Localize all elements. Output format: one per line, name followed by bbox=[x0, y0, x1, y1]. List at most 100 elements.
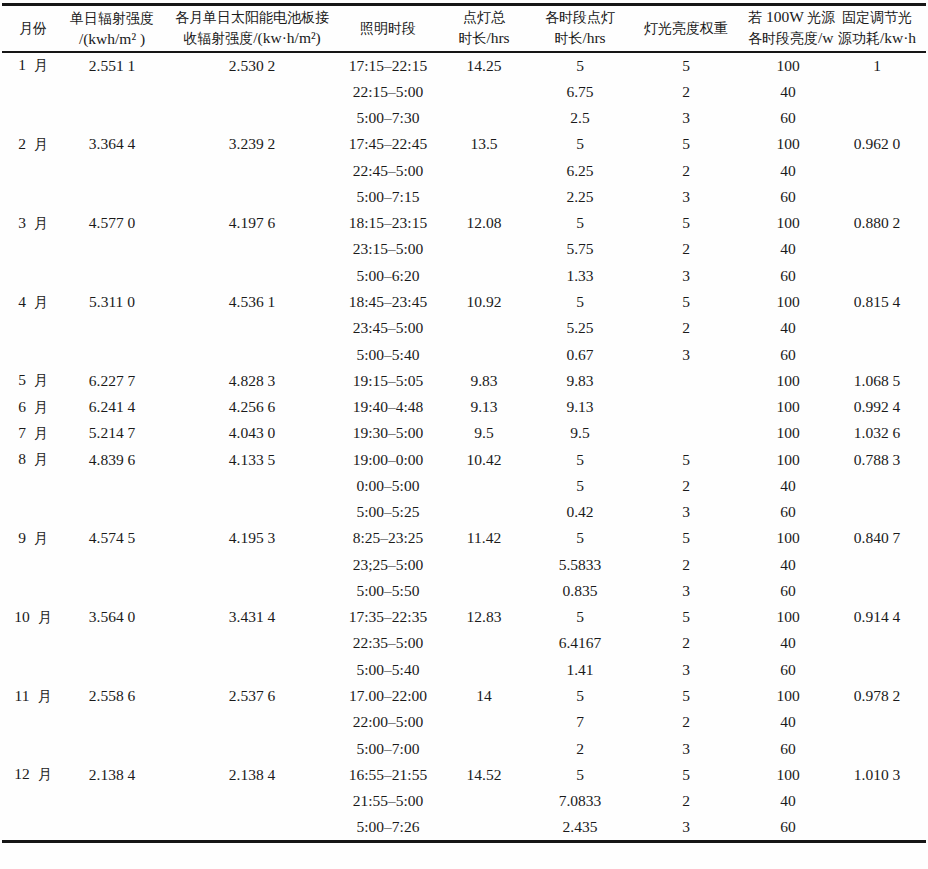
month-cell: 11 月 bbox=[2, 683, 64, 709]
table-row: 22:15–5:006.75240 bbox=[2, 79, 926, 105]
lighting-period-cell: 5:00–5:40 bbox=[344, 657, 432, 683]
month-cell: 2 月 bbox=[2, 131, 64, 157]
brightness-cell: 40 bbox=[748, 158, 828, 184]
power-consumption-cell bbox=[828, 552, 926, 578]
power-consumption-cell: 0.978 2 bbox=[828, 683, 926, 709]
col-header-line: 单日辐射强度 bbox=[64, 8, 160, 29]
daily-radiation-cell bbox=[64, 788, 160, 814]
daily-radiation-cell bbox=[64, 236, 160, 262]
power-consumption-cell bbox=[828, 105, 926, 131]
period-hours-cell: 5.75 bbox=[536, 236, 624, 262]
month-cell: 5 月 bbox=[2, 368, 64, 394]
power-consumption-cell: 1 bbox=[828, 52, 926, 79]
table-row: 5 月6.227 74.828 319:15–5:059.839.831001.… bbox=[2, 368, 926, 394]
power-consumption-cell: 0.962 0 bbox=[828, 131, 926, 157]
lighting-period-cell: 5:00–5:50 bbox=[344, 578, 432, 604]
lighting-period-cell: 19:15–5:05 bbox=[344, 368, 432, 394]
power-consumption-cell bbox=[828, 184, 926, 210]
brightness-weight-cell: 3 bbox=[624, 499, 748, 525]
brightness-cell: 100 bbox=[748, 762, 828, 788]
table-row: 7 月5.214 74.043 019:30–5:009.59.51001.03… bbox=[2, 420, 926, 446]
col-header-line: 收辐射强度/(kw·h/m²) bbox=[160, 28, 344, 49]
power-consumption-cell: 0.815 4 bbox=[828, 289, 926, 315]
col-header-line: 源功耗/kw·h bbox=[828, 28, 926, 49]
header-row: 月份单日辐射强度/(kwh/m² )各月单日太阳能电池板接收辐射强度/(kw·h… bbox=[2, 5, 926, 52]
table-row: 5:00–5:250.42360 bbox=[2, 499, 926, 525]
total-hours-cell bbox=[432, 709, 536, 735]
panel-radiation-cell bbox=[160, 630, 344, 656]
brightness-cell: 60 bbox=[748, 735, 828, 761]
col-header-period-hours: 各时段点灯时长/hrs bbox=[536, 5, 624, 52]
brightness-cell: 40 bbox=[748, 315, 828, 341]
brightness-cell: 40 bbox=[748, 709, 828, 735]
panel-radiation-cell bbox=[160, 158, 344, 184]
brightness-weight-cell: 2 bbox=[624, 630, 748, 656]
period-hours-cell: 5 bbox=[536, 473, 624, 499]
col-header-line: 时长/hrs bbox=[432, 28, 536, 49]
brightness-cell: 100 bbox=[748, 131, 828, 157]
brightness-cell: 100 bbox=[748, 604, 828, 630]
daily-radiation-cell: 6.241 4 bbox=[64, 394, 160, 420]
brightness-cell: 100 bbox=[748, 683, 828, 709]
brightness-weight-cell: 5 bbox=[624, 525, 748, 551]
brightness-weight-cell bbox=[624, 368, 748, 394]
brightness-cell: 100 bbox=[748, 446, 828, 472]
daily-radiation-cell bbox=[64, 79, 160, 105]
lighting-period-cell: 23:15–5:00 bbox=[344, 236, 432, 262]
table-row: 5:00–5:401.41360 bbox=[2, 657, 926, 683]
brightness-weight-cell: 2 bbox=[624, 709, 748, 735]
power-consumption-cell bbox=[828, 473, 926, 499]
brightness-cell: 60 bbox=[748, 499, 828, 525]
brightness-cell: 40 bbox=[748, 79, 828, 105]
month-cell bbox=[2, 79, 64, 105]
lighting-period-cell: 5:00–6:20 bbox=[344, 263, 432, 289]
month-cell: 7 月 bbox=[2, 420, 64, 446]
panel-radiation-cell bbox=[160, 79, 344, 105]
power-consumption-cell: 0.788 3 bbox=[828, 446, 926, 472]
panel-radiation-cell bbox=[160, 184, 344, 210]
col-header-line: 时长/hrs bbox=[536, 28, 624, 49]
lighting-period-cell: 17.00–22:00 bbox=[344, 683, 432, 709]
panel-radiation-cell: 2.537 6 bbox=[160, 683, 344, 709]
col-header-brightness-weight: 灯光亮度权重 bbox=[624, 5, 748, 52]
total-hours-cell: 12.08 bbox=[432, 210, 536, 236]
lighting-period-cell: 5:00–7:00 bbox=[344, 735, 432, 761]
lighting-period-cell: 21:55–5:00 bbox=[344, 788, 432, 814]
period-hours-cell: 6.4167 bbox=[536, 630, 624, 656]
brightness-weight-cell: 5 bbox=[624, 289, 748, 315]
lighting-period-cell: 5:00–7:26 bbox=[344, 814, 432, 842]
period-hours-cell: 2.435 bbox=[536, 814, 624, 842]
lighting-period-cell: 17:15–22:15 bbox=[344, 52, 432, 79]
lighting-period-cell: 16:55–21:55 bbox=[344, 762, 432, 788]
period-hours-cell: 0.67 bbox=[536, 341, 624, 367]
total-hours-cell bbox=[432, 315, 536, 341]
brightness-weight-cell: 5 bbox=[624, 52, 748, 79]
table-row: 5:00–7:002360 bbox=[2, 735, 926, 761]
power-consumption-cell bbox=[828, 499, 926, 525]
month-cell bbox=[2, 657, 64, 683]
lighting-period-cell: 19:40–4:48 bbox=[344, 394, 432, 420]
brightness-weight-cell: 5 bbox=[624, 210, 748, 236]
table-row: 21:55–5:007.0833240 bbox=[2, 788, 926, 814]
daily-radiation-cell bbox=[64, 341, 160, 367]
brightness-cell: 60 bbox=[748, 814, 828, 842]
total-hours-cell bbox=[432, 657, 536, 683]
lighting-period-cell: 5:00–5:25 bbox=[344, 499, 432, 525]
panel-radiation-cell bbox=[160, 709, 344, 735]
col-header-line: 固定调节光 bbox=[828, 7, 926, 28]
panel-radiation-cell bbox=[160, 105, 344, 131]
power-consumption-cell bbox=[828, 709, 926, 735]
brightness-cell: 40 bbox=[748, 788, 828, 814]
power-consumption-cell: 1.010 3 bbox=[828, 762, 926, 788]
daily-radiation-cell: 4.839 6 bbox=[64, 446, 160, 472]
brightness-weight-cell: 3 bbox=[624, 105, 748, 131]
daily-radiation-cell bbox=[64, 578, 160, 604]
panel-radiation-cell: 4.133 5 bbox=[160, 446, 344, 472]
panel-radiation-cell: 4.195 3 bbox=[160, 525, 344, 551]
daily-radiation-cell bbox=[64, 735, 160, 761]
lighting-period-cell: 0:00–5:00 bbox=[344, 473, 432, 499]
panel-radiation-cell bbox=[160, 263, 344, 289]
brightness-weight-cell: 3 bbox=[624, 263, 748, 289]
panel-radiation-cell: 4.043 0 bbox=[160, 420, 344, 446]
daily-radiation-cell bbox=[64, 709, 160, 735]
